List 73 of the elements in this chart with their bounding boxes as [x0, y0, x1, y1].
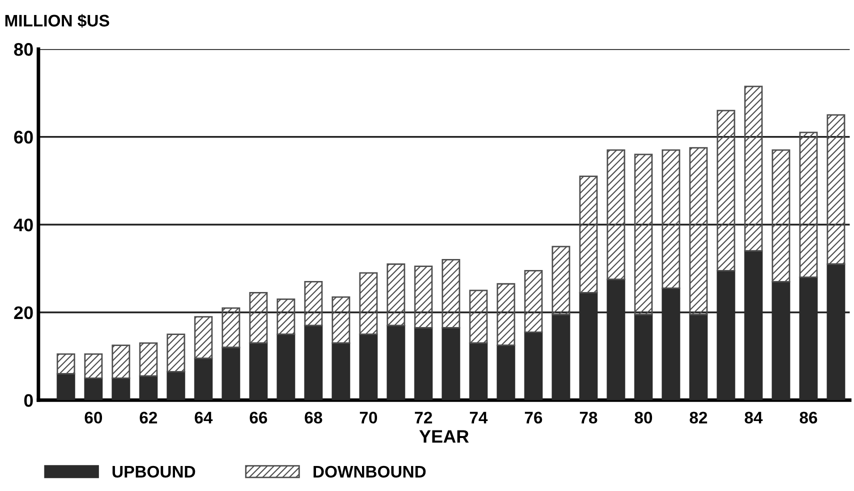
x-tick-label: 76 [524, 412, 542, 424]
y-tick-label: 80 [14, 43, 33, 56]
x-tick-label: 70 [360, 412, 378, 424]
y-tick-label: 60 [14, 130, 33, 144]
bar [304, 280, 323, 326]
bar [552, 246, 570, 316]
x-tick-label: 68 [304, 412, 322, 424]
y-tick-label: 0 [24, 394, 33, 407]
bar [634, 154, 653, 316]
bar [469, 290, 488, 344]
x-tick-label: 62 [140, 412, 158, 424]
bar [84, 378, 103, 400]
legend-label: DOWNBOUND [314, 466, 426, 478]
bar [442, 327, 460, 400]
bar [222, 346, 240, 400]
bar [332, 296, 350, 344]
bar [414, 327, 433, 400]
bar [276, 334, 296, 400]
x-tick-label: 64 [194, 412, 213, 424]
bar [496, 283, 516, 346]
x-tick-label: 74 [470, 412, 488, 424]
bar [826, 114, 846, 265]
bar [222, 307, 240, 348]
bar [304, 324, 323, 400]
bar [414, 266, 433, 328]
bar [166, 370, 186, 400]
bar [496, 344, 516, 400]
x-tick-label: 84 [744, 412, 763, 424]
x-tick-label: 82 [690, 412, 708, 424]
bar [716, 110, 736, 272]
bar [139, 342, 158, 377]
bar [194, 316, 213, 360]
x-tick-label: 80 [634, 412, 652, 424]
bar [386, 263, 406, 326]
bar [332, 342, 350, 400]
legend-label: UPBOUND [112, 466, 196, 478]
bar [579, 176, 598, 294]
bar [56, 353, 76, 375]
x-tick-label: 66 [250, 412, 268, 424]
bar [166, 334, 186, 372]
bar [112, 344, 130, 379]
bar [634, 314, 653, 400]
bar [524, 331, 543, 400]
bar [386, 324, 406, 400]
bar [689, 314, 708, 400]
bar [606, 149, 626, 280]
bar [799, 132, 818, 278]
y-tick-label: 20 [14, 306, 33, 320]
x-axis-title: YEAR [419, 430, 469, 443]
bar [194, 358, 213, 400]
bar [56, 373, 76, 400]
bar [689, 147, 708, 316]
bar [359, 334, 378, 400]
x-tick-label: 60 [84, 412, 102, 424]
bar [744, 86, 763, 252]
x-tick-label: 72 [414, 412, 432, 424]
bar [442, 259, 460, 328]
bar [469, 342, 488, 400]
bar [359, 272, 378, 336]
y-tick-label: 40 [14, 218, 33, 232]
bar [84, 353, 103, 379]
bar [276, 298, 296, 336]
x-tick-label: 78 [580, 412, 598, 424]
bar [524, 270, 543, 333]
bar [112, 378, 130, 400]
bar [249, 292, 268, 344]
x-tick-label: 86 [800, 412, 818, 424]
bar [552, 314, 570, 400]
bar [249, 342, 268, 400]
bar [139, 375, 158, 400]
y-axis-title: MILLION $US [5, 14, 110, 28]
bar [772, 149, 790, 282]
bar [662, 149, 680, 289]
